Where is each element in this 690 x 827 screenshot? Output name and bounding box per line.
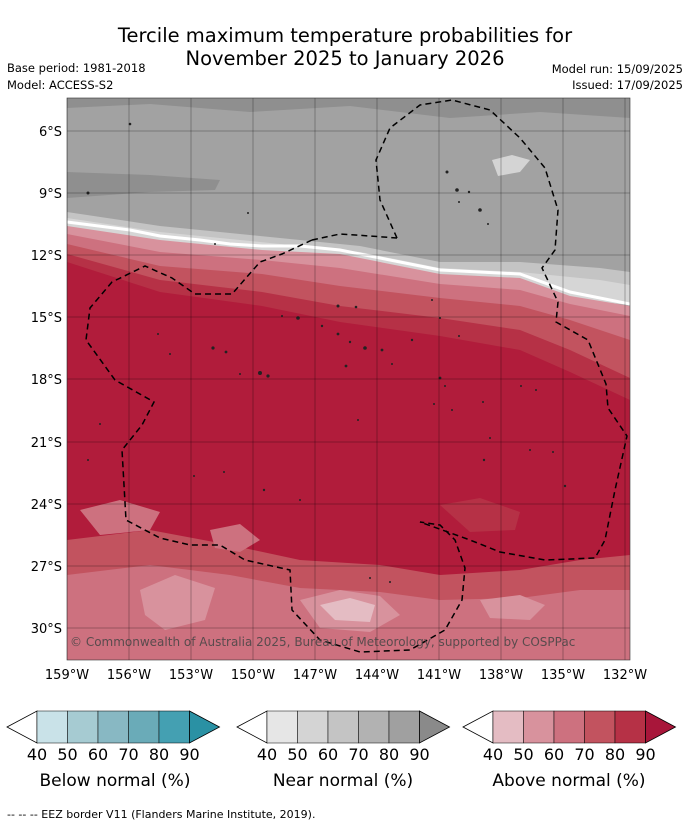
colorbar-tick: 50 [287,745,307,764]
eez-border [85,99,628,653]
lat-label: 24°S [31,498,62,513]
colorbar-extend-low [462,710,494,744]
lat-label: 18°S [31,373,62,388]
colorbar-segment [128,710,160,744]
colorbar-tick: 90 [409,745,429,764]
colorbar-segment [327,710,359,744]
colorbar-tick: 80 [379,745,399,764]
colorbar-extend-high [189,710,221,744]
lat-label: 6°S [39,125,62,140]
lon-label: 153°W [169,668,213,683]
near-normal-title: Near normal (%) [272,771,414,791]
lon-label: 138°W [479,668,523,683]
lat-label: 21°S [31,436,62,451]
model-run-label: Model run: 15/09/2025 [551,62,683,76]
colorbar-segment [553,710,585,744]
colorbar: 40 50 60 70 80 90 [236,710,451,764]
colorbar-segment [523,710,555,744]
colorbar-segment [36,710,68,744]
colorbar-tick: 80 [149,745,169,764]
colorbar-tick: 60 [88,745,108,764]
colorbar-segment [97,710,129,744]
colorbar: 40 50 60 70 80 90 [462,710,677,764]
lon-label: 156°W [107,668,151,683]
colorbar-segment [584,710,616,744]
colorbar-tick: 70 [118,745,138,764]
lat-label: 15°S [31,311,62,326]
model-label: Model: ACCESS-S2 [7,78,114,92]
colorbar: 40 50 60 70 80 90 [6,710,221,764]
colorbar-segment [158,710,190,744]
colorbar-tick: 40 [27,745,47,764]
graticule [67,98,630,660]
colorbar-segment [614,710,646,744]
colorbar-segment [266,710,298,744]
lon-label: 144°W [355,668,399,683]
colorbar-extend-high [419,710,451,744]
eez-footnote: -- -- -- EEZ border V11 (Flanders Marine… [7,808,316,821]
colorbar-tick: 90 [179,745,199,764]
colorbar-tick: 70 [348,745,368,764]
colorbar-tick: 40 [257,745,277,764]
probability-field [67,98,630,660]
colorbar-tick: 40 [483,745,503,764]
colorbar-segment [388,710,420,744]
lat-label: 27°S [31,560,62,575]
colorbar-tick: 50 [513,745,533,764]
colorbar-tick: 70 [574,745,594,764]
lon-label: 141°W [417,668,461,683]
lon-label: 159°W [45,668,89,683]
colorbar-tick: 80 [605,745,625,764]
map-title-line1: Tercile maximum temperature probabilitie… [117,24,573,47]
colorbar-tick: 60 [544,745,564,764]
colorbar-segment [297,710,329,744]
below-normal-title: Below normal (%) [39,771,191,791]
map-title-line2: November 2025 to January 2026 [185,47,505,70]
lon-label: 132°W [603,668,647,683]
colorbar-tick: 60 [318,745,338,764]
lon-label: 150°W [231,668,275,683]
issued-label: Issued: 17/09/2025 [572,78,683,92]
colorbar-segment [492,710,524,744]
colorbar-extend-low [6,710,38,744]
lon-label: 147°W [293,668,337,683]
base-period-label: Base period: 1981-2018 [7,61,146,75]
copyright-notice: © Commonwealth of Australia 2025, Bureau… [70,635,575,649]
colorbar-extend-low [236,710,268,744]
lon-label: 135°W [541,668,585,683]
lat-label: 9°S [39,187,62,202]
colorbar-segment [67,710,99,744]
colorbar-segment [358,710,390,744]
colorbar-extend-high [645,710,677,744]
above-normal-title: Above normal (%) [492,771,646,791]
lat-label: 12°S [31,249,62,264]
colorbar-tick: 50 [57,745,77,764]
colorbar-tick: 90 [635,745,655,764]
lat-label: 30°S [31,622,62,637]
